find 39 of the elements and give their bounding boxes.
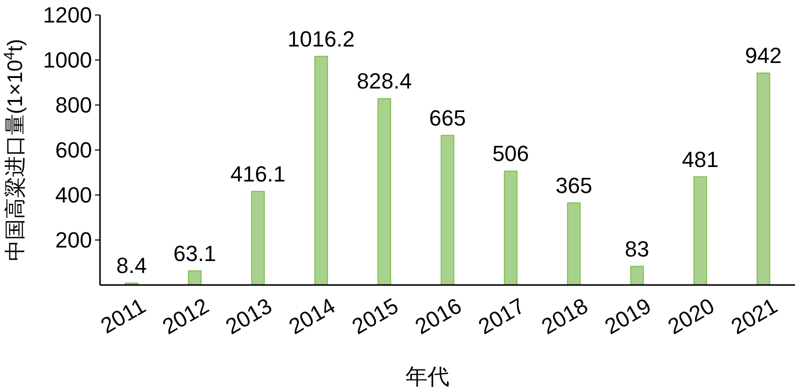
bar (504, 170, 518, 286)
data-label: 942 (745, 43, 782, 68)
y-tick-label: 1200 (43, 2, 92, 28)
x-tick-label: 2011 (96, 293, 150, 338)
x-tick-label: 2021 (726, 293, 782, 340)
data-label: 416.1 (230, 161, 286, 186)
bar (251, 190, 265, 286)
x-tick-label: 2013 (221, 293, 276, 340)
bar (567, 202, 581, 286)
x-tick-label: 2018 (537, 293, 592, 340)
x-tick-label: 2016 (410, 293, 466, 340)
bar (440, 134, 454, 286)
bar (378, 98, 392, 286)
data-label: 506 (492, 141, 530, 166)
x-tick-label: 2014 (284, 293, 340, 340)
x-tick-label: 2015 (348, 293, 403, 340)
bar (630, 266, 644, 286)
data-label: 1016.2 (287, 26, 355, 52)
x-tick-label: 2019 (600, 293, 656, 340)
data-label: 8.4 (116, 253, 147, 278)
y-tick-label: 600 (55, 138, 92, 163)
data-label: 828.4 (356, 68, 412, 94)
data-label: 83 (624, 236, 650, 262)
bar (693, 176, 708, 286)
bar (188, 270, 202, 286)
x-tick-label: 2020 (664, 293, 718, 340)
data-label: 665 (429, 105, 466, 130)
data-label: 63.1 (173, 240, 216, 266)
data-label: 365 (556, 172, 592, 198)
y-tick-label: 1000 (43, 48, 92, 73)
x-tick-label: 2017 (474, 293, 529, 340)
x-axis-title: 年代 (406, 364, 450, 389)
bar (314, 56, 328, 286)
y-tick-label: 400 (55, 182, 92, 208)
y-tick-label: 800 (55, 92, 92, 118)
x-tick-label: 2012 (158, 293, 213, 340)
data-label: 481 (682, 146, 719, 172)
bar (756, 72, 770, 286)
y-tick-label: 200 (55, 228, 92, 253)
